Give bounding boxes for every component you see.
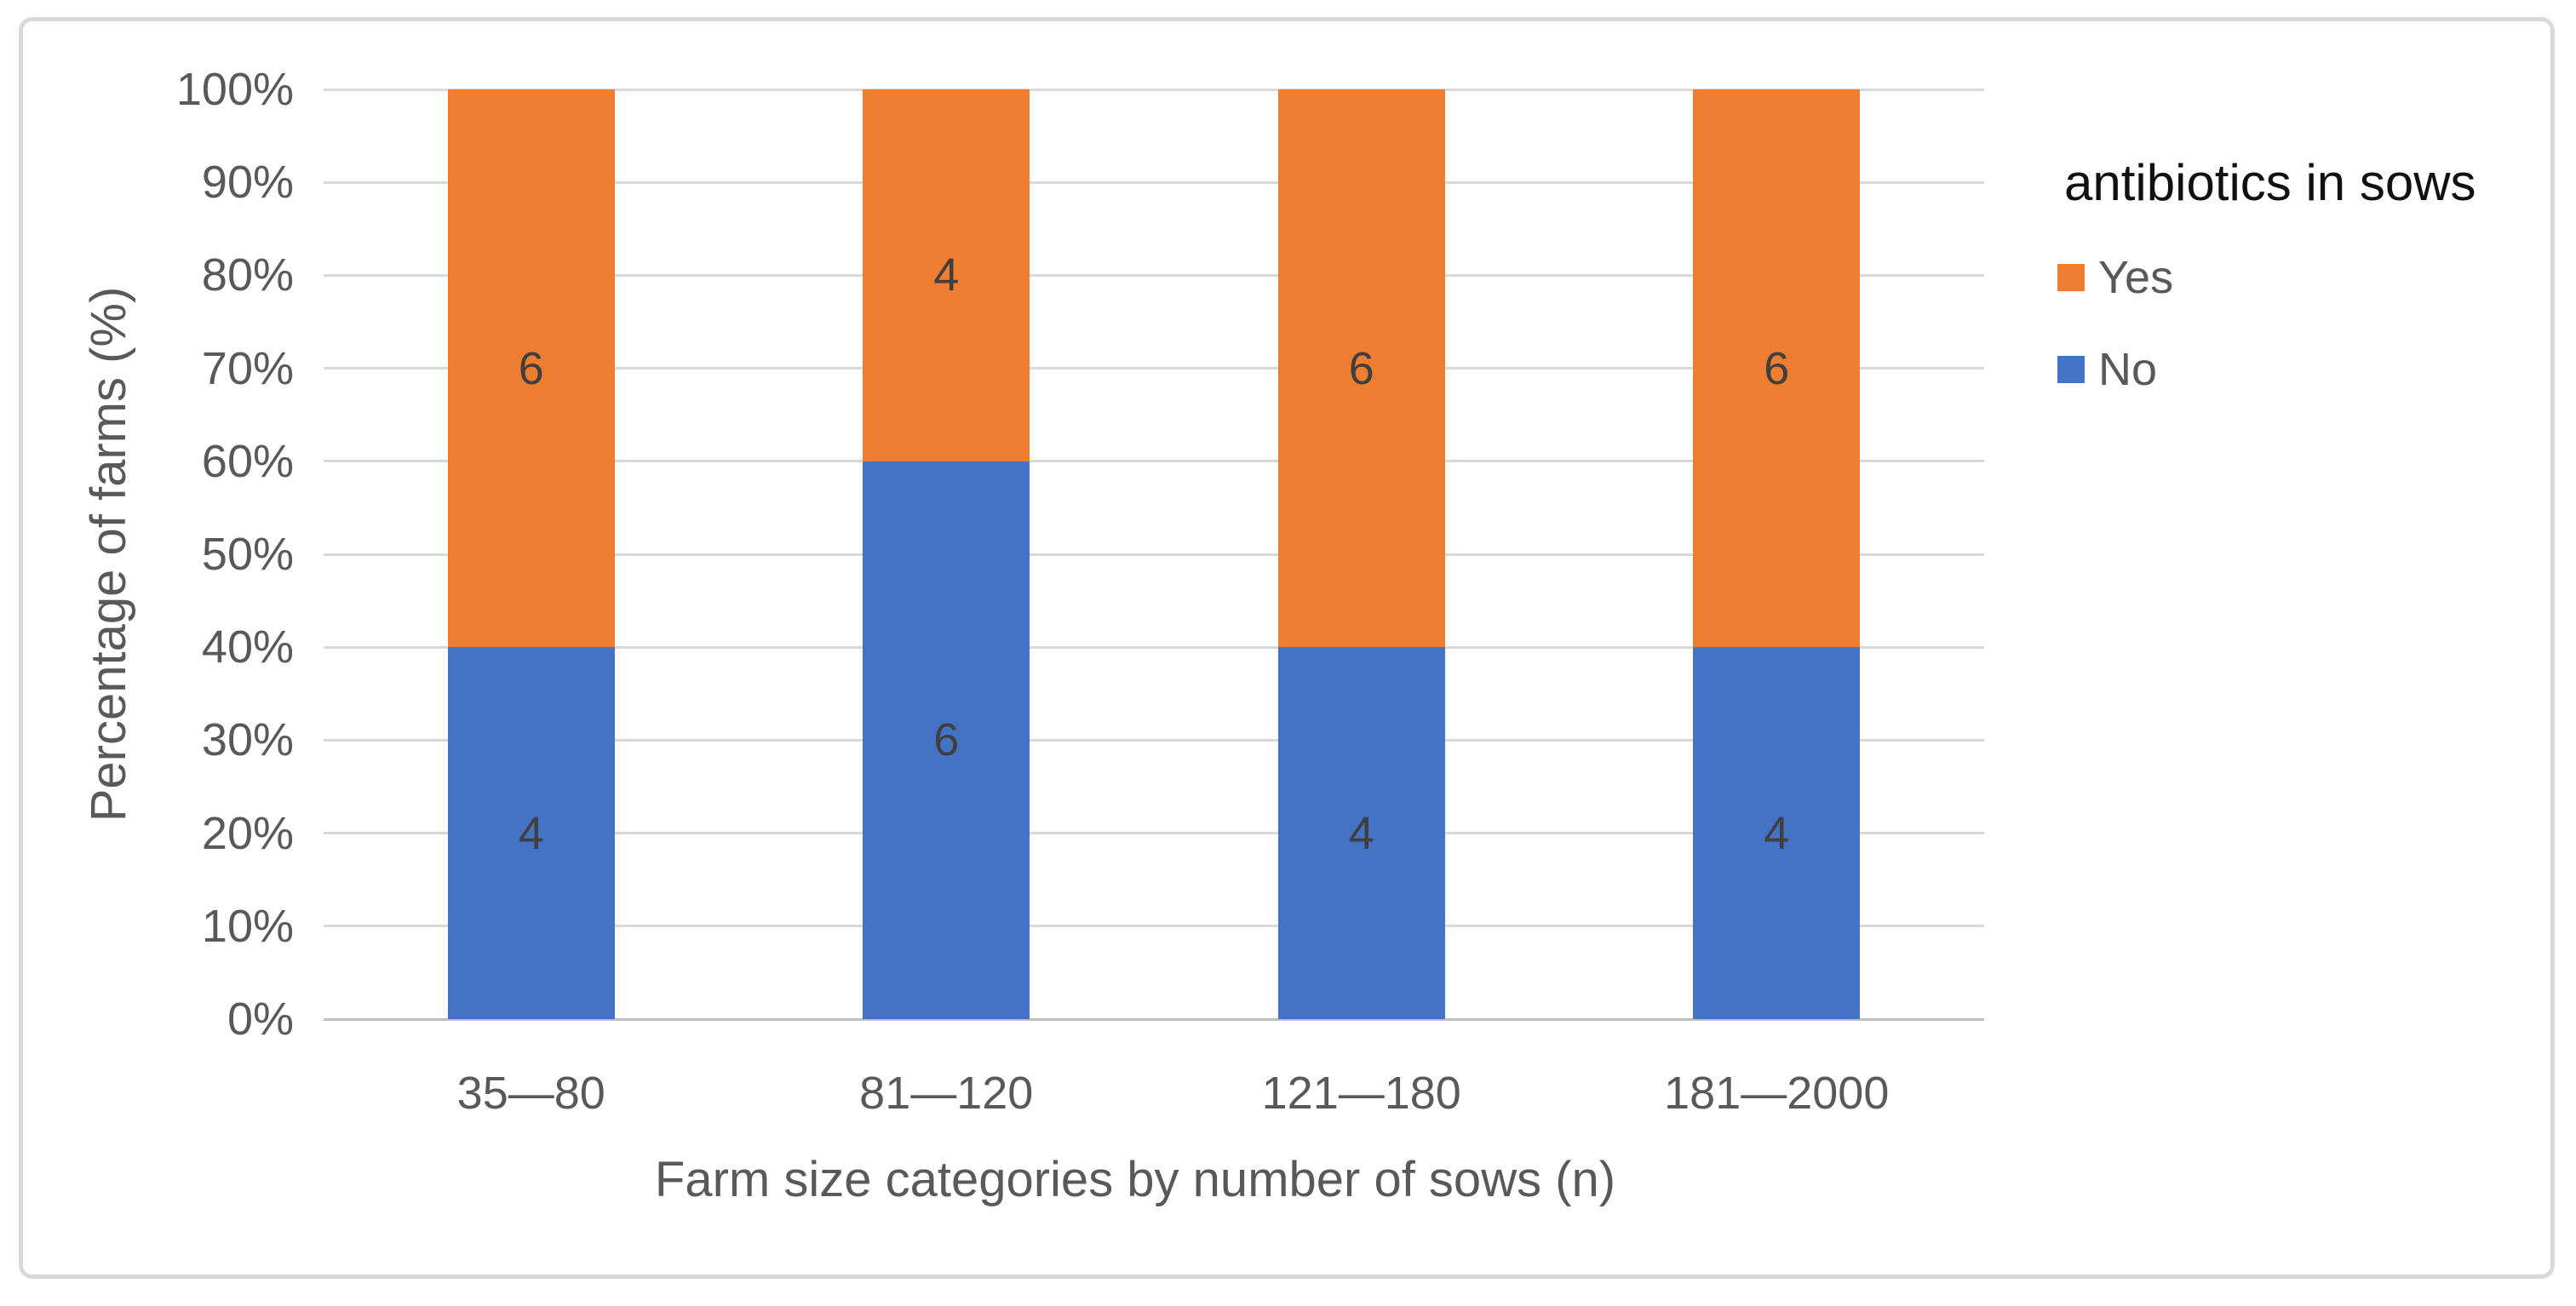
legend-marker-no-icon: [2057, 356, 2085, 383]
data-label: 4: [1764, 807, 1790, 859]
y-tick-label: 50%: [201, 529, 294, 580]
gridline: [324, 180, 1984, 184]
gridline: [324, 738, 1984, 742]
x-axis-line: [324, 1017, 1984, 1021]
y-tick-label: 10%: [201, 900, 294, 952]
gridline: [324, 460, 1984, 463]
x-category-label: 181—2000: [1664, 1068, 1890, 1119]
data-label: 6: [933, 714, 960, 766]
gridline: [324, 367, 1984, 370]
bar-segment-yes: 4: [863, 89, 1030, 461]
y-tick-label: 0%: [227, 994, 294, 1045]
data-label: 6: [1348, 342, 1374, 394]
legend-item-yes: Yes: [2057, 252, 2174, 303]
y-tick-label: 30%: [201, 714, 294, 766]
bar-segment-yes: 6: [1693, 89, 1861, 648]
bar-segment-no: 6: [863, 461, 1030, 1019]
x-category-label: 81—120: [859, 1068, 1034, 1119]
legend-marker-yes-icon: [2057, 264, 2085, 291]
x-axis-title: Farm size categories by number of sows (…: [654, 1152, 1616, 1207]
gridline: [324, 88, 1984, 91]
gridline: [324, 832, 1984, 835]
legend-items: Yes No: [2057, 252, 2174, 438]
y-tick-label: 100%: [175, 64, 294, 115]
legend-label: Yes: [2098, 252, 2174, 303]
legend-title: antibiotics in sows: [2064, 154, 2476, 211]
data-label: 6: [518, 342, 544, 394]
figure-border: [19, 17, 2555, 1279]
x-category-label: 121—180: [1261, 1068, 1461, 1119]
x-category-label: 35—80: [456, 1068, 605, 1119]
data-label: 4: [933, 249, 960, 301]
y-tick-label: 20%: [201, 807, 294, 859]
gridline: [324, 645, 1984, 649]
y-tick-label: 80%: [201, 249, 294, 301]
data-label: 4: [1348, 807, 1374, 859]
legend-item-no: No: [2057, 344, 2173, 395]
bar-segment-no: 4: [1693, 647, 1861, 1019]
gridline: [324, 273, 1984, 277]
data-label: 4: [518, 807, 544, 859]
y-tick-label: 70%: [201, 342, 294, 394]
y-tick-label: 90%: [201, 157, 294, 209]
y-tick-label: 60%: [201, 435, 294, 487]
gridline: [324, 925, 1984, 928]
bar-segment-no: 4: [1277, 647, 1445, 1019]
y-tick-label: 40%: [201, 621, 294, 673]
gridline: [324, 553, 1984, 556]
legend-label: No: [2098, 344, 2158, 395]
data-label: 6: [1764, 342, 1790, 394]
bar-segment-yes: 6: [1277, 89, 1445, 648]
bar-segment-no: 4: [447, 647, 615, 1019]
bar-segment-yes: 6: [447, 89, 615, 648]
